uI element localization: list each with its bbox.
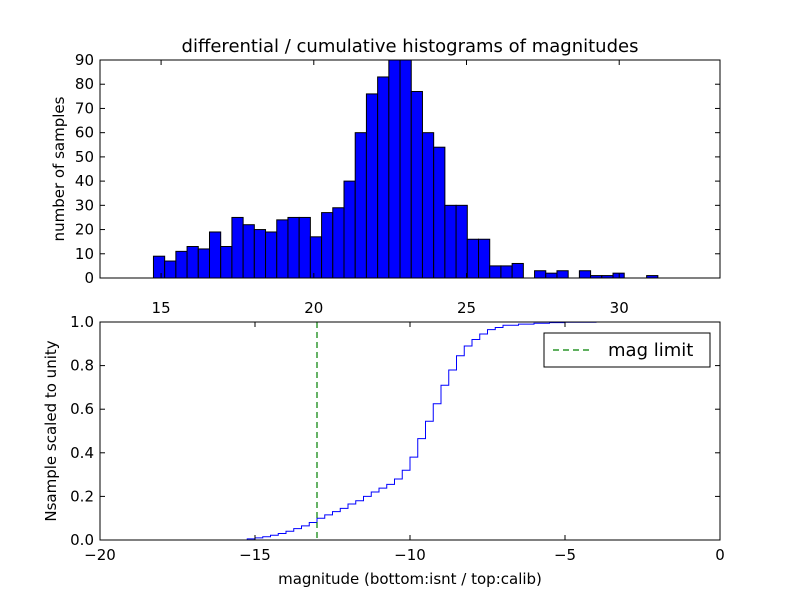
- histogram-bar: [265, 231, 278, 279]
- y-tick-label: 80: [75, 75, 94, 93]
- histogram-bar: [365, 93, 379, 279]
- x-tick-label: 30: [610, 299, 629, 317]
- histogram-bar: [612, 272, 625, 279]
- histogram-y-label: number of samples: [50, 96, 68, 241]
- x-tick-label: −15: [239, 546, 271, 564]
- histogram-bar: [410, 90, 423, 279]
- chart-title: differential / cumulative histograms of …: [182, 36, 639, 57]
- histogram-ticks: 0 10 20 30 40 50 60 70 80 90 15 20 25 30: [75, 51, 720, 317]
- histogram-bar: [534, 270, 547, 279]
- histogram-bar: [578, 270, 592, 279]
- histogram-bar: [354, 132, 367, 279]
- histogram-bar: [500, 265, 513, 279]
- cumulative-panel: 0.0 0.2 0.4 0.6 0.8 1.0 −20 −15 −10 −5 0 mag limit…: [42, 313, 725, 588]
- histogram-bar: [164, 260, 177, 279]
- histogram-bar: [433, 146, 446, 279]
- x-tick-label: 15: [152, 299, 171, 317]
- y-tick-label: 70: [75, 99, 94, 117]
- y-tick-label: 0: [84, 269, 94, 287]
- histogram-bar: [197, 248, 210, 279]
- histogram-frame: [99, 59, 721, 279]
- histogram-bar: [388, 59, 401, 279]
- x-tick-label: −20: [84, 546, 116, 564]
- x-tick-label: 0: [715, 546, 725, 564]
- cumulative-x-label: magnitude (bottom:isnt / top:calib): [278, 570, 542, 588]
- histogram-panel: differential / cumulative histograms of …: [50, 36, 721, 317]
- cumulative-ticks: 0.0 0.2 0.4 0.6 0.8 1.0 −20 −15 −10 −5 0: [70, 313, 725, 564]
- histogram-bar: [466, 238, 480, 279]
- histogram-bar: [377, 76, 390, 279]
- histogram-bar: [321, 212, 334, 279]
- histogram-bar: [421, 132, 435, 279]
- y-tick-label: 30: [75, 196, 94, 214]
- histogram-bar: [287, 216, 300, 279]
- histogram-bar: [455, 204, 468, 279]
- x-tick-label: 25: [457, 299, 476, 317]
- x-tick-label: 20: [304, 299, 323, 317]
- histogram-bar: [399, 59, 412, 279]
- histogram-bar: [444, 204, 457, 279]
- histogram-bar: [545, 272, 558, 279]
- cumulative-step-line: [100, 321, 720, 541]
- y-tick-label: 20: [75, 221, 94, 239]
- histogram-bar: [175, 250, 188, 279]
- histogram-bar: [186, 246, 199, 279]
- y-tick-label: 50: [75, 148, 94, 166]
- histogram-bar: [343, 180, 356, 279]
- y-tick-label: 10: [75, 245, 94, 263]
- histogram-bar: [242, 224, 255, 279]
- cumulative-y-label: Nsample scaled to unity: [42, 340, 60, 521]
- histogram-bar: [276, 219, 289, 279]
- histogram-bar: [511, 262, 524, 279]
- legend-label: mag limit: [608, 340, 693, 361]
- y-tick-label: 40: [75, 172, 94, 190]
- y-tick-label: 1.0: [70, 313, 94, 331]
- histogram-bar: [478, 238, 491, 279]
- y-tick-label: 0.8: [70, 357, 94, 375]
- histogram-bar: [489, 265, 502, 279]
- histogram-bar: [152, 255, 166, 279]
- histogram-bar: [309, 236, 323, 279]
- y-tick-label: 0.2: [70, 487, 94, 505]
- histogram-bar: [208, 231, 222, 279]
- y-tick-label: 60: [75, 124, 94, 142]
- x-tick-label: −10: [394, 546, 426, 564]
- histogram-bar: [220, 246, 233, 279]
- x-tick-label: −5: [554, 546, 576, 564]
- y-tick-label: 90: [75, 51, 94, 69]
- y-tick-label: 0.4: [70, 444, 94, 462]
- histogram-bar: [231, 216, 244, 279]
- cumulative-frame: [99, 321, 721, 541]
- histogram-bar: [298, 216, 311, 279]
- legend: mag limit: [543, 332, 711, 368]
- y-tick-label: 0.6: [70, 400, 94, 418]
- histogram-bar: [253, 229, 267, 279]
- histogram-bar: [332, 207, 345, 279]
- y-tick-label: 0.0: [70, 531, 94, 549]
- histogram-bar: [556, 270, 569, 279]
- legend-box: [543, 332, 711, 368]
